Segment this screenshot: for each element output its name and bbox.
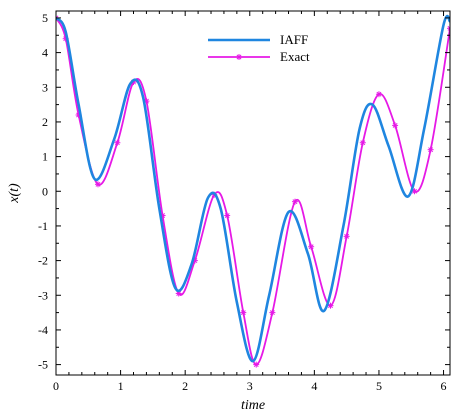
series-point-exact-3 — [94, 181, 101, 188]
y-tick-label: -3 — [38, 288, 48, 302]
series-point-exact-13-stroke-3 — [253, 362, 259, 368]
series-point-exact-4 — [114, 139, 121, 146]
y-axis-label: x(t) — [7, 183, 22, 204]
x-tick-label: 1 — [118, 379, 124, 393]
legend-label-exact: Exact — [280, 49, 310, 64]
y-tick-label: 2 — [42, 115, 48, 129]
y-tick-label: 4 — [42, 46, 48, 60]
series-point-exact-20 — [375, 91, 382, 98]
series-group — [56, 14, 450, 368]
series-line-exact — [56, 17, 450, 366]
y-tick-label: -4 — [38, 323, 48, 337]
legend-marker-exact-stroke-3 — [236, 54, 242, 60]
y-tick-label: -5 — [38, 358, 48, 372]
series-point-exact-14-stroke-3 — [269, 310, 275, 316]
series-point-exact-24-stroke-3 — [447, 27, 450, 31]
series-point-exact-24 — [447, 25, 450, 32]
x-tick-label: 5 — [376, 379, 382, 393]
y-tick-label: 0 — [42, 184, 48, 198]
x-tick-label: 0 — [53, 379, 59, 393]
series-point-exact-19 — [359, 139, 366, 146]
axes: 0 1 2 3 4 5 6 5 4 3 2 1 0 -1 -2 -3 -4 -5 — [38, 10, 451, 393]
series-point-exact-16 — [308, 243, 315, 250]
series-point-exact-11 — [224, 212, 231, 219]
series-point-exact-17-stroke-3 — [328, 303, 333, 309]
y-tick-label: -1 — [38, 219, 48, 233]
series-line-iaff — [56, 14, 450, 363]
series-point-exact-11-stroke-3 — [224, 213, 230, 218]
series-point-exact-4-stroke-3 — [114, 140, 120, 146]
series-point-exact-15-stroke-3 — [292, 199, 298, 205]
x-tick-label: 2 — [182, 379, 188, 393]
series-point-exact-21-stroke-3 — [392, 122, 398, 128]
series-point-exact-19-stroke-3 — [360, 140, 366, 146]
series-point-exact-0-stroke-3 — [56, 15, 59, 19]
legend-marker-exact — [236, 54, 242, 60]
plot-frame — [55, 10, 451, 376]
y-tick-label: 1 — [42, 150, 48, 164]
series-point-exact-18 — [343, 233, 350, 240]
series-point-exact-20-stroke-3 — [376, 91, 382, 97]
y-tick-label: -2 — [38, 254, 48, 268]
series-point-exact-23-stroke-3 — [428, 147, 434, 153]
series-point-exact-12 — [240, 309, 247, 316]
series-point-exact-13 — [253, 361, 260, 368]
y-tick-label: 5 — [42, 11, 48, 25]
y-tick-label: 3 — [42, 80, 48, 94]
legend: IAFF Exact — [208, 32, 310, 64]
series-point-exact-15 — [291, 198, 298, 205]
series-point-exact-18-stroke-3 — [344, 233, 350, 239]
plot-area — [56, 14, 450, 368]
series-point-exact-23 — [427, 146, 434, 153]
legend-label-iaff: IAFF — [280, 32, 308, 47]
series-point-exact-22-stroke-3 — [412, 188, 417, 194]
x-tick-label: 6 — [441, 379, 447, 393]
series-point-exact-24-stroke-2 — [447, 25, 450, 30]
series-point-exact-14 — [269, 309, 276, 316]
series-point-exact-8-stroke-3 — [176, 291, 182, 296]
x-axis-label: time — [241, 398, 265, 413]
series-point-exact-17 — [327, 302, 334, 309]
series-point-exact-16-stroke-3 — [308, 244, 314, 250]
series-point-exact-21 — [392, 122, 399, 129]
series-point-exact-3-stroke-3 — [95, 181, 101, 187]
x-tick-label: 3 — [247, 379, 253, 393]
series-point-exact-12-stroke-3 — [240, 310, 246, 316]
x-tick-label: 4 — [311, 379, 317, 393]
